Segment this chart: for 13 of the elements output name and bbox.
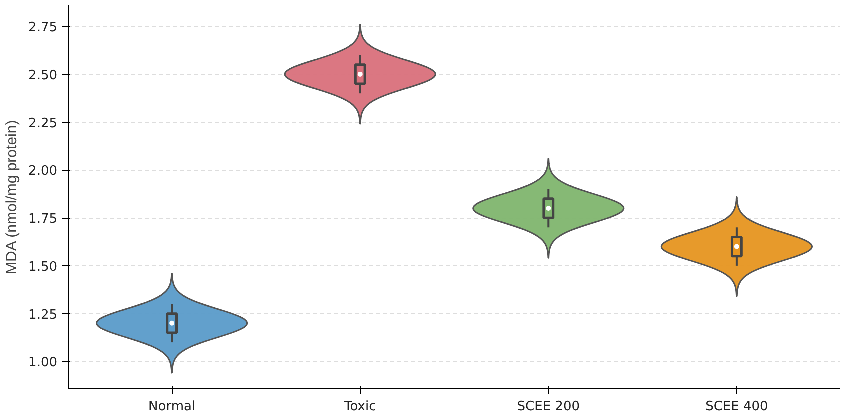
y-tick-label: 2.00 [28,164,58,180]
y-tick-label: 1.75 [28,212,58,228]
y-tick-label: 2.75 [28,20,58,36]
x-tick-label: Toxic [343,400,376,414]
y-tick-label: 1.50 [28,260,58,275]
y-axis-title: MDA (nmol/mg protein) [4,120,21,275]
x-tick-label: SCEE 400 [706,400,768,414]
y-tick-label: 1.00 [28,356,58,371]
x-tick-label: SCEE 200 [517,400,580,414]
x-tick-label: Normal [148,400,196,414]
y-tick-label: 2.50 [28,68,58,84]
y-tick-label: 2.25 [28,116,58,132]
y-tick-label: 1.25 [28,308,58,323]
